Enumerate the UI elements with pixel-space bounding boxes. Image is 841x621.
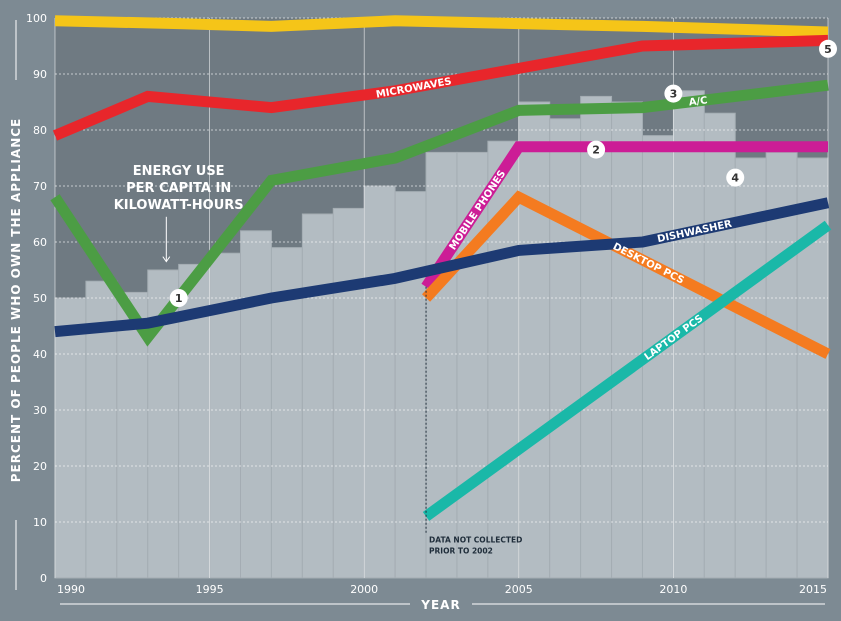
energy-bar-1990 xyxy=(54,297,87,579)
energy-bar-2014 xyxy=(796,157,829,579)
badge-circle-5 xyxy=(819,39,837,58)
energy-bar-2007 xyxy=(580,95,613,579)
series-line-laptop-pcs xyxy=(422,220,832,521)
x-tick-label-1990: 1990 xyxy=(57,583,85,596)
badge-label-3: 3 xyxy=(670,88,678,101)
y-tick-label-70: 70 xyxy=(33,180,47,193)
x-tick-label-2015: 2015 xyxy=(799,583,827,596)
y-tick-label-80: 80 xyxy=(33,124,47,137)
energy-bar-2012 xyxy=(734,157,767,579)
energy-bar-1999 xyxy=(332,207,365,579)
series-line-mobile-phones xyxy=(421,141,828,290)
data-note-line-1: DATA NOT COLLECTED xyxy=(429,536,522,545)
badge-label-2: 2 xyxy=(592,144,600,157)
energy-label-line-3: KILOWATT-HOURS xyxy=(114,198,244,213)
axis-titles: PERCENT OF PEOPLE WHO OWN THE APPLIANCE … xyxy=(9,20,825,612)
badge-label-1: 1 xyxy=(175,292,183,305)
data-note-line-2: PRIOR TO 2002 xyxy=(429,547,493,556)
annotations: ENERGY USE PER CAPITA IN KILOWATT-HOURS DAT… xyxy=(114,39,837,556)
energy-bar-1996 xyxy=(240,230,272,579)
y-tick-label-0: 0 xyxy=(40,572,47,585)
x-tick-label-2000: 2000 xyxy=(350,583,378,596)
y-axis-title: PERCENT OF PEOPLE WHO OWN THE APPLIANCE xyxy=(9,118,23,482)
badge-circle-3 xyxy=(664,84,683,103)
badge-label-4: 4 xyxy=(731,172,739,185)
series-line-microwaves xyxy=(52,34,829,141)
energy-bar-2005 xyxy=(518,101,551,579)
energy-bar-2006 xyxy=(549,118,582,579)
badge-circle-1 xyxy=(169,289,188,307)
y-tick-label-10: 10 xyxy=(33,516,47,529)
energy-bar-2001 xyxy=(394,191,427,579)
y-tick-label-60: 60 xyxy=(33,236,47,249)
energy-bar-2013 xyxy=(765,151,798,579)
tick-labels: 0 10 20 30 40 50 60 70 80 90 100 1990 1995 2000 2005 20… xyxy=(26,12,827,596)
x-tick-label-1995: 1995 xyxy=(196,583,224,596)
y-tick-label-20: 20 xyxy=(33,460,47,473)
x-tick-label-2010: 2010 xyxy=(659,583,687,596)
series-lines xyxy=(50,15,832,521)
energy-label-arrowhead xyxy=(162,256,171,263)
energy-bar-1998 xyxy=(301,213,334,579)
energy-bar-2000 xyxy=(363,185,396,579)
badge-circle-4 xyxy=(726,168,745,187)
energy-bar-2008 xyxy=(611,101,643,579)
badge-circle-2 xyxy=(587,140,606,159)
y-tick-label-90: 90 xyxy=(33,68,47,81)
badge-label-5: 5 xyxy=(824,43,832,56)
energy-label-line-2: PER CAPITA IN xyxy=(126,181,231,196)
energy-label-line-1: ENERGY USE xyxy=(133,164,225,179)
x-axis-title: YEAR xyxy=(420,598,460,612)
y-tick-label-30: 30 xyxy=(33,404,47,417)
y-tick-label-40: 40 xyxy=(33,348,47,361)
series-line-television xyxy=(54,15,829,38)
series-line-dishwasher xyxy=(54,197,830,338)
series-line-a-c xyxy=(50,79,829,347)
y-tick-label-100: 100 xyxy=(26,12,47,25)
series-label-a-c: A/C xyxy=(688,95,708,108)
y-tick-label-50: 50 xyxy=(33,292,47,305)
x-tick-label-2005: 2005 xyxy=(505,583,533,596)
